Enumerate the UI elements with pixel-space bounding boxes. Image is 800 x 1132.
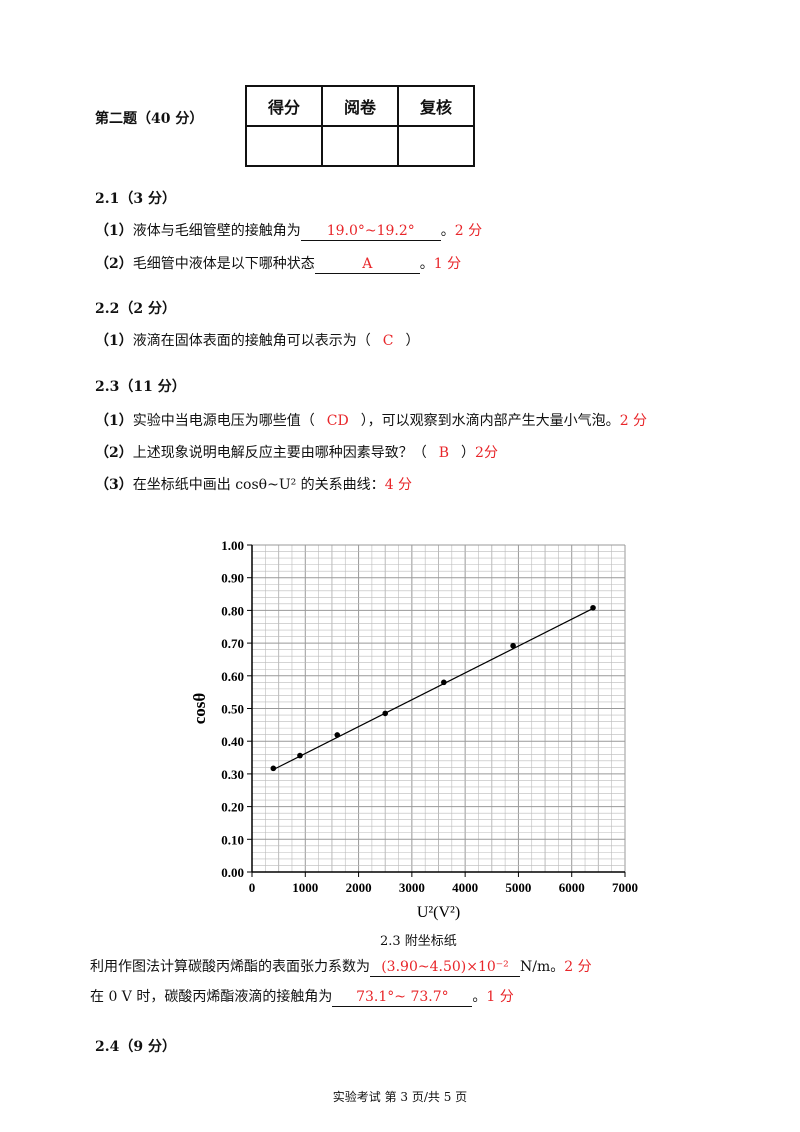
x-tick-label: 0: [249, 880, 256, 895]
points: 1 分: [486, 989, 514, 1005]
reviewer-cell[interactable]: [397, 125, 475, 167]
score-cell[interactable]: [245, 125, 323, 167]
page-footer: 实验考试 第 3 页/共 5 页: [332, 1090, 468, 1104]
y-tick-label: 0.00: [221, 865, 244, 880]
label: （1）: [95, 413, 133, 429]
cos-theta-vs-u2-chart: 0 1000 2000 3000 4000 5000 6000 7000 0.00 0.10 0.2…: [190, 538, 638, 921]
grader-header: 阅卷: [321, 85, 399, 127]
q21-p2: （2）毛细管中液体是以下哪种状态 A 。1 分: [95, 255, 461, 274]
end: 。: [440, 223, 455, 239]
end: 。: [419, 256, 434, 272]
answer: C: [382, 333, 394, 349]
section-title: 第二题（40 分）: [95, 111, 204, 127]
x-tick-label: 6000: [559, 880, 585, 895]
points: 2 分: [619, 413, 648, 429]
answer: 73.1°~ 73.7°: [332, 988, 473, 1007]
score-table: 得分 阅卷 复核: [245, 85, 475, 167]
text: 上述现象说明电解反应主要由哪种因素导致？（: [132, 445, 427, 461]
text: 利用作图法计算碳酸丙烯酯的表面张力系数为: [90, 959, 370, 975]
q21-p1: （1）液体与毛细管壁的接触角为 19.0°~19.2° 。2 分: [95, 222, 482, 241]
answer: CD: [326, 413, 349, 429]
text: 实验中当电源电压为哪些值（: [132, 413, 315, 429]
y-tick-label: 0.10: [221, 832, 244, 847]
text: 毛细管中液体是以下哪种状态: [132, 256, 315, 272]
q23-title: 2.3（11 分）: [95, 379, 186, 395]
text: 在坐标纸中画出 cosθ~U² 的关系曲线：: [132, 477, 385, 493]
y-axis-label: cosθ: [190, 693, 209, 725]
answer: B: [438, 445, 450, 461]
text: 液滴在固体表面的接触角可以表示为（: [132, 333, 371, 349]
q22-p1: （1）液滴在固体表面的接触角可以表示为（ C ）: [95, 332, 419, 350]
y-tick-label: 1.00: [221, 538, 244, 553]
label: （1）: [95, 223, 133, 239]
q23-l1: 利用作图法计算碳酸丙烯酯的表面张力系数为 (3.90~4.50)×10⁻² N/m。…: [90, 958, 592, 977]
grader-cell[interactable]: [321, 125, 399, 167]
x-tick-label: 5000: [505, 880, 531, 895]
end: ），可以观察到水滴内部产生大量小气泡。: [360, 413, 620, 429]
points: 2 分: [454, 223, 483, 239]
q23-l2: 在 0 V 时，碳酸丙烯酯液滴的接触角为 73.1°~ 73.7° 。1 分: [90, 988, 514, 1007]
label: （3）: [95, 477, 133, 493]
q22-title: 2.2（2 分）: [95, 301, 176, 317]
x-tick-label: 7000: [612, 880, 638, 895]
label: （1）: [95, 333, 133, 349]
q23-p1: （1）实验中当电源电压为哪些值（ CD ），可以观察到水滴内部产生大量小气泡。2 分: [95, 412, 647, 430]
q23-p3: （3）在坐标纸中画出 cosθ~U² 的关系曲线：4 分: [95, 476, 412, 494]
x-tick-label: 4000: [452, 880, 478, 895]
y-tick-label: 0.70: [221, 636, 244, 651]
answer: A: [314, 255, 420, 274]
end: ）: [461, 445, 476, 461]
end: 。: [472, 989, 487, 1005]
data-point: [270, 765, 277, 772]
y-tick-label: 0.90: [221, 571, 244, 586]
data-point: [441, 679, 447, 686]
x-tick-label: 1000: [292, 880, 318, 895]
answer: 19.0°~19.2°: [300, 222, 441, 241]
data-point: [590, 604, 596, 611]
y-tick-label: 0.20: [221, 800, 244, 815]
text: 液体与毛细管壁的接触角为: [132, 223, 301, 239]
data-point: [297, 752, 303, 759]
chart-caption: 2.3 附坐标纸: [380, 934, 457, 949]
y-tick-label: 0.40: [221, 734, 244, 749]
x-axis-label: U²(V²): [417, 904, 460, 921]
y-tick-label: 0.50: [221, 702, 244, 717]
points: 4 分: [384, 477, 413, 493]
points: 2分: [475, 445, 498, 461]
end: ）: [405, 333, 420, 349]
q23-p2: （2）上述现象说明电解反应主要由哪种因素导致？（ B ）2分: [95, 444, 498, 462]
text: 在 0 V 时，碳酸丙烯酯液滴的接触角为: [90, 989, 333, 1005]
label: （2）: [95, 256, 133, 272]
x-tick-label: 3000: [399, 880, 425, 895]
data-point: [334, 732, 341, 738]
data-point: [510, 642, 516, 649]
data-point: [382, 710, 389, 717]
q21-title: 2.1（3 分）: [95, 191, 176, 207]
points: 1 分: [433, 256, 462, 272]
end: N/m。: [520, 959, 565, 975]
y-tick-label: 0.60: [221, 669, 244, 684]
fit-line: [273, 607, 594, 771]
label: （2）: [95, 445, 133, 461]
q24-title: 2.4（9 分）: [95, 1039, 176, 1055]
score-header: 得分: [245, 85, 323, 127]
reviewer-header: 复核: [397, 85, 475, 127]
y-tick-label: 0.80: [221, 603, 244, 618]
y-tick-label: 0.30: [221, 767, 244, 782]
x-tick-label: 2000: [346, 880, 372, 895]
answer: (3.90~4.50)×10⁻²: [370, 958, 520, 977]
points: 2 分: [564, 959, 592, 975]
